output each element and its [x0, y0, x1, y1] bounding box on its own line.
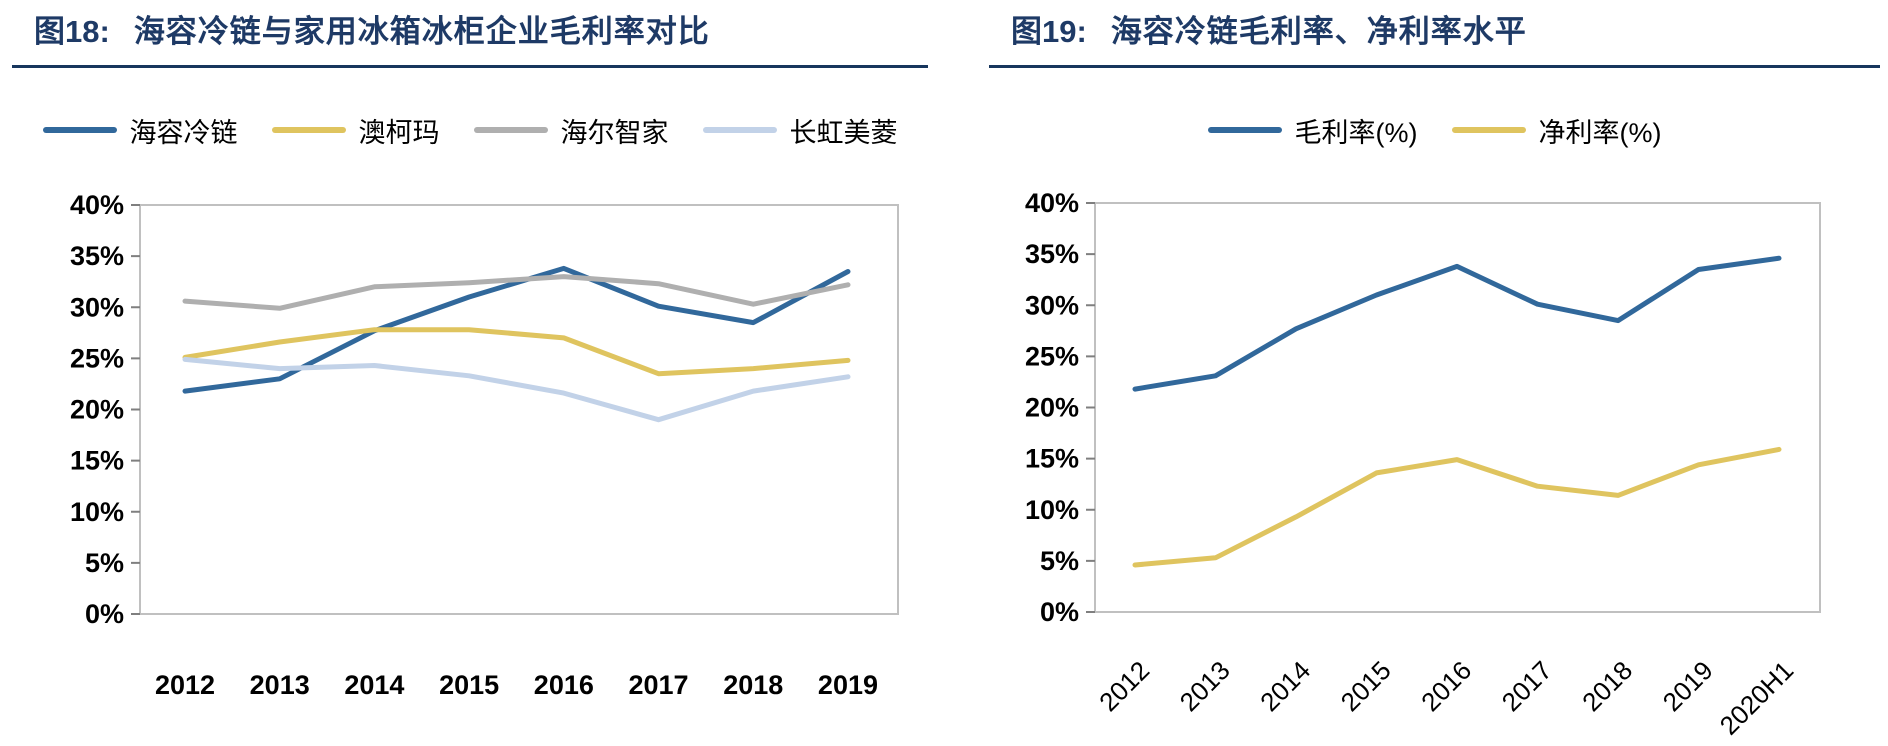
x-axis-label: 2019: [818, 670, 878, 700]
figure-header: 图19: 海容冷链毛利率、净利率水平: [989, 12, 1880, 68]
x-axis-label: 2014: [1254, 655, 1316, 717]
x-axis-label: 2018: [723, 670, 783, 700]
legend-label: 毛利率(%): [1294, 117, 1418, 148]
y-axis-label: 35%: [1025, 239, 1079, 269]
x-axis-label: 2013: [1174, 655, 1236, 717]
y-axis-label: 30%: [70, 292, 124, 322]
legend-line-swatch: [473, 127, 548, 133]
x-axis-label: 2015: [439, 670, 499, 700]
series-line-0: [182, 265, 851, 394]
legend-line-swatch: [1451, 127, 1526, 133]
series-line-1: [1132, 446, 1782, 568]
chart-legend: 海容冷链 澳柯玛 海尔智家 长虹美菱: [12, 112, 928, 148]
y-axis-label: 10%: [70, 497, 124, 527]
y-axis-label: 25%: [1025, 341, 1079, 371]
figure-label: 图19:: [1011, 14, 1087, 49]
x-axis-label: 2012: [155, 670, 215, 700]
chart-canvas-margin-levels: 0% 5% 10% 15% 20% 25% 30% 35% 40% 2012 2013 2014 201…: [1025, 188, 1821, 740]
figure-label: 图18:: [34, 14, 110, 49]
legend-label: 净利率(%): [1538, 117, 1662, 148]
legend-item: 毛利率(%): [1207, 111, 1418, 150]
y-axis-label: 10%: [1025, 495, 1079, 525]
chart-canvas-gross-margin-comparison: 0% 5% 10% 15% 20% 25% 30% 35% 40% 2012 2013 2014 201…: [70, 190, 899, 700]
y-axis-label: 30%: [1025, 290, 1079, 320]
legend-label: 海尔智家: [560, 117, 669, 148]
legend-label: 海容冷链: [129, 117, 238, 148]
legend-item: 澳柯玛: [271, 111, 440, 150]
figure-panel-18: 图18: 海容冷链与家用冰箱冰柜企业毛利率对比 海容冷链 澳柯玛 海尔智家 长虹美菱 …: [12, 12, 928, 740]
legend-label: 澳柯玛: [358, 117, 440, 148]
plot-border: [139, 204, 899, 615]
x-axis-label: 2016: [534, 670, 594, 700]
y-axis-label: 25%: [70, 343, 124, 373]
y-axis-label: 35%: [70, 241, 124, 271]
legend-label: 长虹美菱: [789, 117, 898, 148]
legend-item: 净利率(%): [1451, 111, 1662, 150]
x-axis-label: 2015: [1335, 655, 1397, 717]
legend-item: 长虹美菱: [702, 111, 898, 150]
y-axis-label: 40%: [70, 190, 124, 220]
series-line-1: [182, 327, 851, 377]
y-axis-label: 40%: [1025, 188, 1079, 218]
x-axis-label: 2016: [1415, 655, 1477, 717]
legend-line-swatch: [42, 127, 117, 133]
x-axis-label: 2014: [344, 670, 404, 700]
x-axis-label: 2018: [1576, 655, 1638, 717]
figure-title: 海容冷链与家用冰箱冰柜企业毛利率对比: [133, 14, 710, 49]
x-axis-label: 2017: [1496, 655, 1558, 717]
y-axis-label: 5%: [1040, 546, 1079, 576]
x-axis-label: 2020H1: [1714, 655, 1800, 740]
figure-title: 海容冷链毛利率、净利率水平: [1110, 14, 1527, 49]
y-axis-label: 15%: [1025, 444, 1079, 474]
legend-item: 海尔智家: [473, 111, 669, 150]
y-axis-label: 20%: [1025, 393, 1079, 423]
y-axis-label: 0%: [85, 599, 124, 629]
series-line-2: [182, 274, 851, 311]
x-axis-label: 2012: [1093, 655, 1155, 717]
y-axis-label: 5%: [85, 548, 124, 578]
x-axis-label: 2017: [629, 670, 689, 700]
legend-line-swatch: [1207, 127, 1282, 133]
series-line-3: [182, 356, 851, 423]
legend-line-swatch: [271, 127, 346, 133]
x-axis-label: 2013: [250, 670, 310, 700]
y-axis-label: 20%: [70, 395, 124, 425]
series-line-0: [1132, 255, 1782, 392]
legend-item: 海容冷链: [42, 111, 238, 150]
chart-legend: 毛利率(%) 净利率(%): [989, 112, 1880, 148]
figure-header: 图18: 海容冷链与家用冰箱冰柜企业毛利率对比: [12, 12, 928, 68]
y-axis-label: 0%: [1040, 597, 1079, 627]
figure-panel-19: 图19: 海容冷链毛利率、净利率水平 毛利率(%) 净利率(%) 0% 5% 10% 1…: [989, 12, 1880, 740]
x-axis-label: 2019: [1657, 655, 1719, 717]
legend-line-swatch: [702, 127, 777, 133]
y-axis-label: 15%: [70, 446, 124, 476]
